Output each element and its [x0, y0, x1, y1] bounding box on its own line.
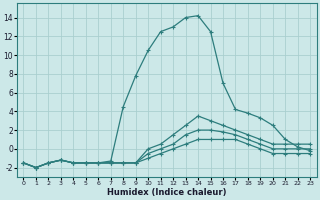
X-axis label: Humidex (Indice chaleur): Humidex (Indice chaleur): [107, 188, 227, 197]
